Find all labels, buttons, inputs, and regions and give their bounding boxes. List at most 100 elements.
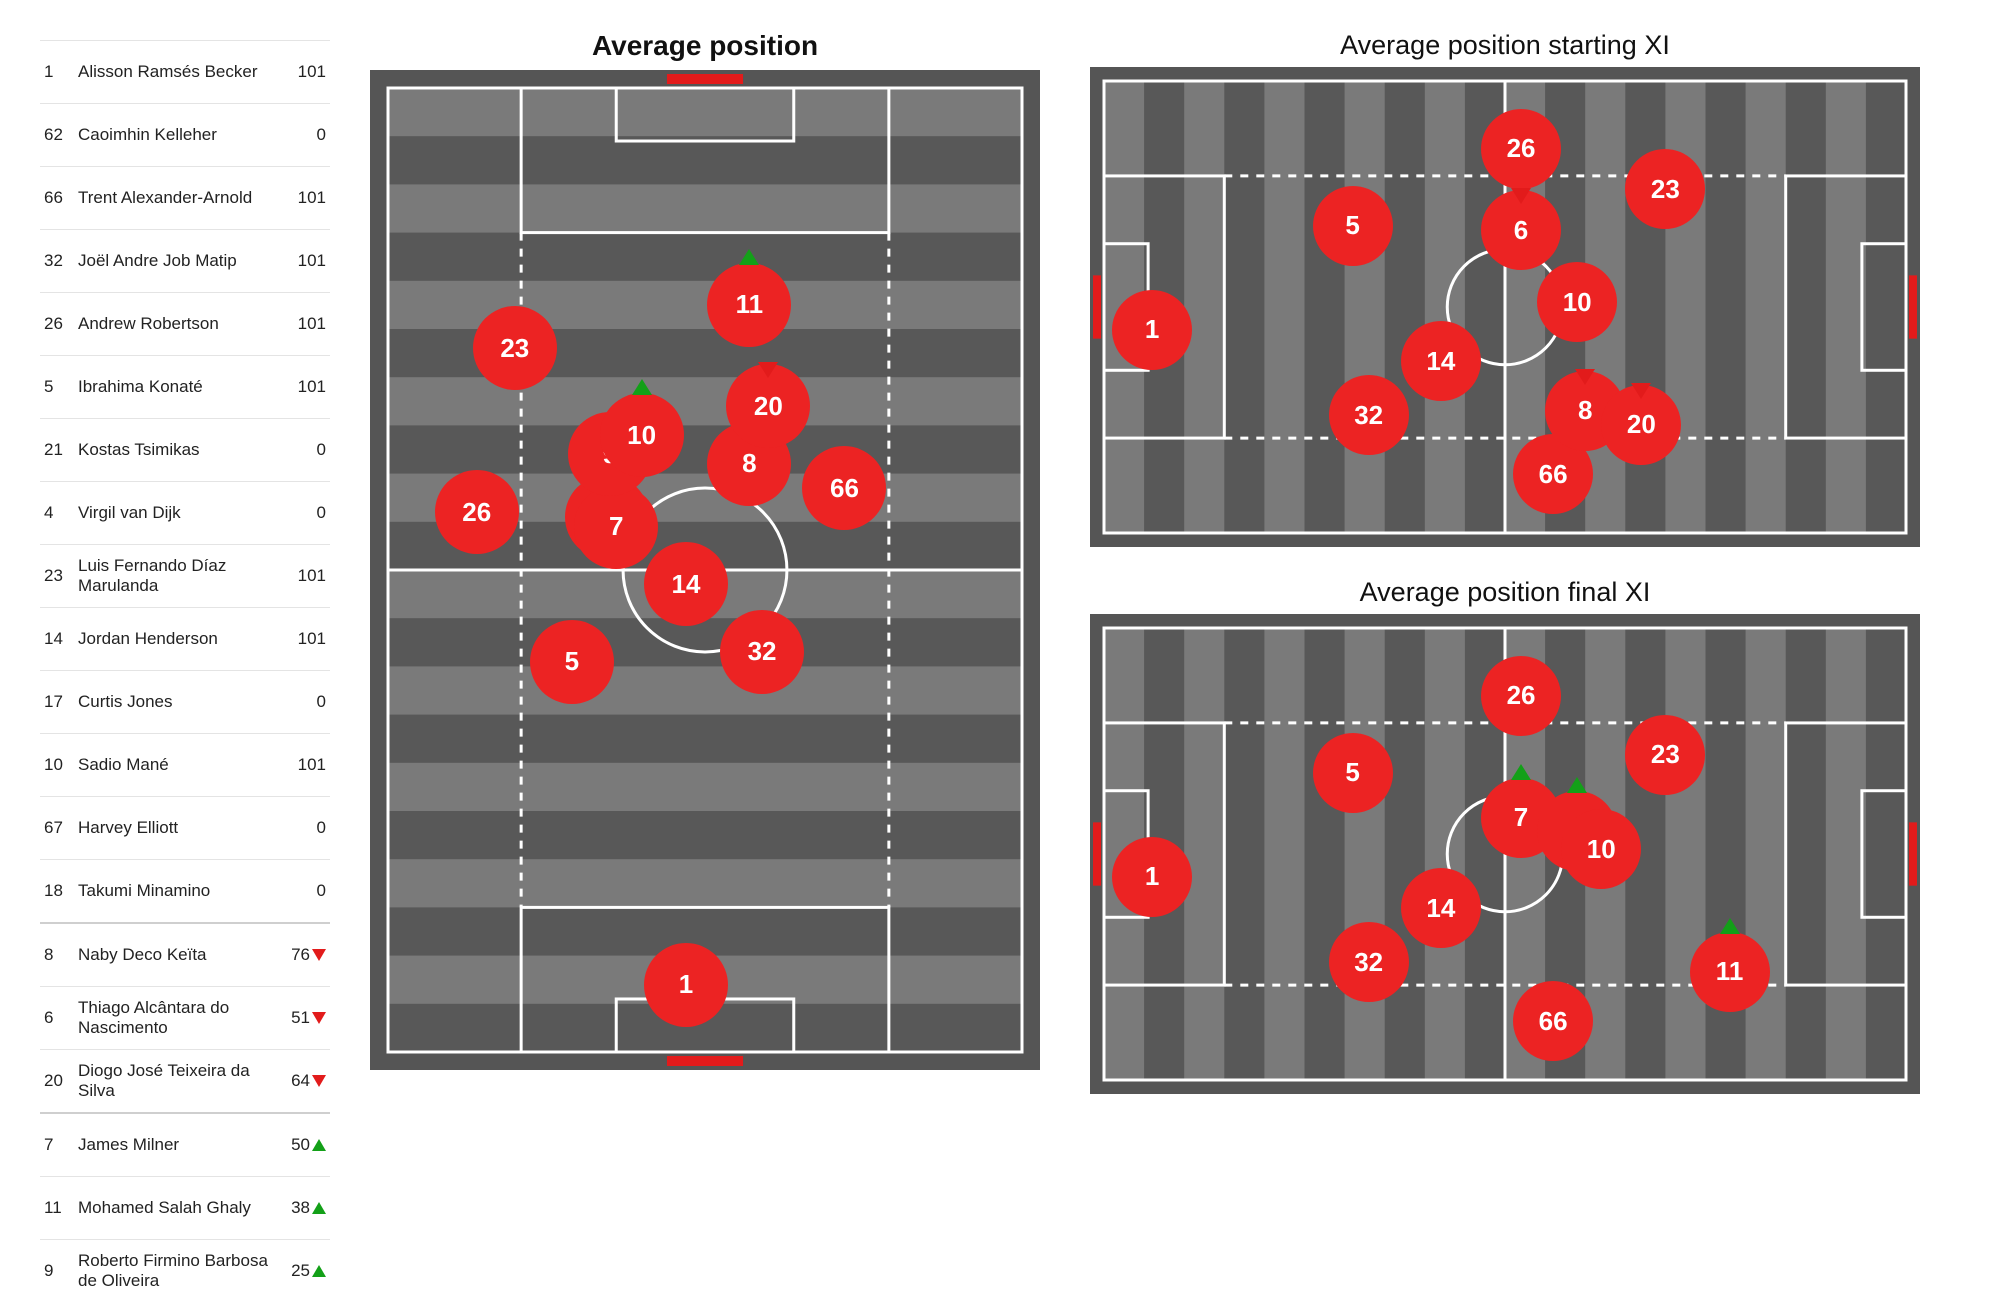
player-marker: 11 <box>1690 932 1770 1012</box>
player-marker: 14 <box>1401 868 1481 948</box>
player-value: 0 <box>276 692 326 712</box>
player-value: 51 <box>285 1008 326 1028</box>
player-row: 23Luis Fernando Díaz Marulanda101 <box>40 544 330 607</box>
player-marker: 1 <box>644 943 728 1027</box>
player-number: 62 <box>44 125 78 145</box>
player-value: 64 <box>280 1071 326 1091</box>
player-value: 101 <box>276 188 326 208</box>
player-row: 14Jordan Henderson101 <box>40 607 330 670</box>
player-row: 18Takumi Minamino0 <box>40 859 330 922</box>
player-number: 6 <box>44 1008 78 1028</box>
pitches-area: Average position 1532142666679108202311 … <box>370 30 1960 1145</box>
player-marker: 32 <box>1329 922 1409 1002</box>
player-number: 67 <box>44 818 78 838</box>
player-name: Curtis Jones <box>78 692 276 712</box>
arrow-down-icon <box>312 1012 326 1024</box>
player-row: 1Alisson Ramsés Becker101 <box>40 40 330 103</box>
player-marker: 23 <box>473 306 557 390</box>
main-pitch-column: Average position 1532142666679108202311 <box>370 30 1040 1145</box>
player-number: 17 <box>44 692 78 712</box>
player-name: Thiago Alcântara do Nascimento <box>78 998 285 1037</box>
player-marker: 14 <box>644 542 728 626</box>
player-name: Luis Fernando Díaz Marulanda <box>78 556 284 595</box>
player-marker: 5 <box>530 620 614 704</box>
player-value: 0 <box>276 881 326 901</box>
side-pitch-1-block: Average position final XI 15321426667910… <box>1090 577 1920 1094</box>
player-marker: 10 <box>1561 809 1641 889</box>
player-name: Mohamed Salah Ghaly <box>78 1198 276 1218</box>
player-number: 10 <box>44 755 78 775</box>
player-marker: 32 <box>720 610 804 694</box>
player-value: 0 <box>276 440 326 460</box>
player-number: 8 <box>44 945 78 965</box>
player-number: 9 <box>44 1261 78 1281</box>
player-row: 62Caoimhin Kelleher0 <box>40 103 330 166</box>
player-number: 5 <box>44 377 78 397</box>
player-name: Sadio Mané <box>78 755 276 775</box>
player-marker: 23 <box>1625 149 1705 229</box>
side-pitches-column: Average position starting XI 15321426666… <box>1090 30 1920 1145</box>
player-marker: 10 <box>600 393 684 477</box>
side-pitch-0-block: Average position starting XI 15321426666… <box>1090 30 1920 547</box>
main-pitch: 1532142666679108202311 <box>370 70 1040 1070</box>
player-marker: 10 <box>1537 262 1617 342</box>
player-marker: 1 <box>1112 290 1192 370</box>
player-value: 76 <box>276 945 326 965</box>
player-value: 0 <box>276 503 326 523</box>
player-name: Jordan Henderson <box>78 629 276 649</box>
player-name: Harvey Elliott <box>78 818 276 838</box>
player-name: Joël Andre Job Matip <box>78 251 276 271</box>
player-number: 21 <box>44 440 78 460</box>
player-value: 101 <box>276 314 326 334</box>
player-name: Naby Deco Keïta <box>78 945 276 965</box>
side-pitch-0-title: Average position starting XI <box>1090 30 1920 61</box>
player-marker: 26 <box>1481 109 1561 189</box>
player-number: 11 <box>44 1198 78 1218</box>
player-marker: 6 <box>1481 190 1561 270</box>
player-row: 6Thiago Alcântara do Nascimento51 <box>40 986 330 1049</box>
player-marker: 66 <box>1513 981 1593 1061</box>
player-name: Ibrahima Konaté <box>78 377 276 397</box>
player-value: 101 <box>276 377 326 397</box>
player-value: 101 <box>276 251 326 271</box>
player-row: 11Mohamed Salah Ghaly38 <box>40 1176 330 1239</box>
player-row: 21Kostas Tsimikas0 <box>40 418 330 481</box>
player-marker: 23 <box>1625 715 1705 795</box>
player-row: 26Andrew Robertson101 <box>40 292 330 355</box>
player-number: 4 <box>44 503 78 523</box>
player-value: 101 <box>276 755 326 775</box>
page-root: 1Alisson Ramsés Becker10162Caoimhin Kell… <box>0 0 2000 1175</box>
player-value: 38 <box>276 1198 326 1218</box>
player-name: Takumi Minamino <box>78 881 276 901</box>
player-number: 18 <box>44 881 78 901</box>
player-name: Trent Alexander-Arnold <box>78 188 276 208</box>
arrow-down-icon <box>312 1075 326 1087</box>
player-marker: 20 <box>726 364 810 448</box>
player-marker: 1 <box>1112 837 1192 917</box>
player-marker: 66 <box>802 446 886 530</box>
player-marker: 7 <box>574 485 658 569</box>
player-number: 32 <box>44 251 78 271</box>
player-row: 9Roberto Firmino Barbosa de Oliveira25 <box>40 1239 330 1302</box>
player-number: 23 <box>44 566 78 586</box>
player-row: 7James Milner50 <box>40 1112 330 1176</box>
player-value: 101 <box>284 566 326 586</box>
player-row: 10Sadio Mané101 <box>40 733 330 796</box>
player-name: Alisson Ramsés Becker <box>78 62 276 82</box>
player-table: 1Alisson Ramsés Becker10162Caoimhin Kell… <box>40 40 330 1145</box>
player-name: Andrew Robertson <box>78 314 276 334</box>
player-row: 66Trent Alexander-Arnold101 <box>40 166 330 229</box>
player-value: 0 <box>276 818 326 838</box>
player-marker: 26 <box>1481 656 1561 736</box>
player-value: 101 <box>276 62 326 82</box>
player-name: Virgil van Dijk <box>78 503 276 523</box>
player-row: 32Joël Andre Job Matip101 <box>40 229 330 292</box>
player-name: Caoimhin Kelleher <box>78 125 276 145</box>
player-row: 8Naby Deco Keïta76 <box>40 922 330 986</box>
player-row: 67Harvey Elliott0 <box>40 796 330 859</box>
player-marker: 14 <box>1401 321 1481 401</box>
player-number: 1 <box>44 62 78 82</box>
player-marker: 32 <box>1329 375 1409 455</box>
main-pitch-title: Average position <box>370 30 1040 62</box>
player-value: 101 <box>276 629 326 649</box>
